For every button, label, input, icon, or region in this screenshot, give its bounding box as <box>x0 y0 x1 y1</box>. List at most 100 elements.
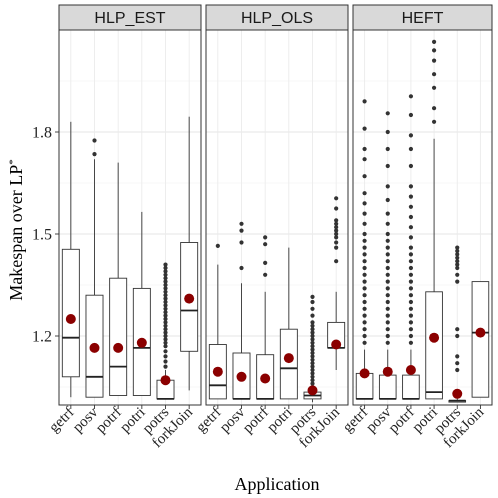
outlier-point <box>239 221 244 226</box>
box-posv <box>232 221 251 400</box>
outlier-point <box>310 357 315 362</box>
outlier-point <box>362 333 367 339</box>
outlier-point <box>385 211 390 216</box>
outlier-point <box>334 218 339 223</box>
outlier-point <box>362 265 367 271</box>
outlier-point <box>310 306 315 311</box>
outlier-point <box>362 191 367 196</box>
mean-point <box>429 332 440 343</box>
outlier-point <box>408 146 414 152</box>
outlier-point <box>408 265 414 271</box>
outlier-point <box>455 279 460 284</box>
outlier-point <box>362 299 367 305</box>
outlier-point <box>334 221 339 226</box>
outlier-point <box>385 129 390 135</box>
box-body <box>109 277 128 396</box>
outlier-point <box>455 333 460 339</box>
outlier-point <box>163 316 168 322</box>
outlier-point <box>163 320 168 325</box>
outlier-point <box>431 119 437 124</box>
y-axis-title-superscript: * <box>7 159 19 165</box>
outlier-point <box>385 299 390 305</box>
outlier-point <box>408 306 414 311</box>
mean-point <box>359 368 370 379</box>
box-potri <box>425 39 443 400</box>
mean-point <box>382 366 393 377</box>
outlier-point <box>385 279 390 284</box>
box-potrs <box>156 262 175 400</box>
outlier-point <box>239 265 244 271</box>
outlier-point <box>163 333 168 339</box>
outlier-point <box>408 245 414 250</box>
outlier-point <box>310 340 315 345</box>
outlier-point <box>408 293 414 298</box>
outlier-point <box>163 282 168 288</box>
outlier-point <box>310 330 315 335</box>
outlier-point <box>334 228 339 233</box>
outlier-point <box>385 306 390 311</box>
outlier-point <box>334 235 339 240</box>
outlier-point <box>163 340 168 345</box>
outlier-point <box>455 248 460 254</box>
outlier-point <box>408 279 414 284</box>
box-potrs <box>303 294 322 403</box>
outlier-point <box>310 323 315 328</box>
outlier-point <box>310 361 315 366</box>
outlier-point <box>362 306 367 311</box>
mean-point <box>452 388 463 399</box>
outlier-point <box>310 364 315 369</box>
outlier-point <box>163 272 168 277</box>
outlier-point <box>362 259 367 264</box>
outlier-point <box>408 204 414 209</box>
mean-point <box>136 337 147 348</box>
outlier-point <box>163 313 168 318</box>
outlier-point <box>408 333 414 339</box>
outlier-point <box>163 269 168 274</box>
outlier-point <box>362 221 367 226</box>
outlier-point <box>92 152 97 157</box>
outlier-point <box>385 259 390 264</box>
outlier-point <box>310 313 315 318</box>
box-forkJoin <box>327 196 346 370</box>
box-body <box>61 248 80 378</box>
outlier-point <box>310 333 315 339</box>
outlier-point <box>362 320 367 325</box>
outlier-point <box>334 206 339 211</box>
box-body <box>402 374 420 400</box>
outlier-point <box>362 252 367 257</box>
outlier-point <box>385 320 390 325</box>
box-getrf <box>61 121 80 398</box>
outlier-point <box>385 272 390 277</box>
outlier-point <box>310 354 315 359</box>
outlier-point <box>455 327 460 332</box>
outlier-point <box>163 279 168 284</box>
outlier-point <box>163 265 168 271</box>
box-forkJoin <box>471 281 490 398</box>
mean-point <box>113 342 124 353</box>
box-getrf <box>208 243 227 400</box>
box-forkJoin <box>180 116 199 391</box>
outlier-point <box>362 272 367 277</box>
outlier-point <box>431 106 437 111</box>
facet-strip <box>352 4 493 31</box>
y-tick-label: 1.2 <box>32 329 52 346</box>
outlier-point <box>385 111 390 116</box>
outlier-point <box>408 214 414 220</box>
mean-point <box>331 339 342 350</box>
outlier-point <box>385 340 390 345</box>
outlier-point <box>163 276 168 281</box>
y-tick-label: 1.5 <box>32 227 52 244</box>
outlier-point <box>408 340 414 345</box>
outlier-point <box>334 231 339 237</box>
outlier-point <box>310 374 315 379</box>
outlier-point <box>163 293 168 298</box>
outlier-point <box>334 196 339 201</box>
outlier-point <box>362 340 367 345</box>
outlier-point <box>310 367 315 373</box>
mean-point <box>236 371 247 382</box>
outlier-point <box>362 211 367 216</box>
facet-strip-label: HLP_EST <box>94 10 165 27</box>
outlier-point <box>455 245 460 250</box>
panel-background <box>353 30 492 405</box>
outlier-point <box>385 245 390 250</box>
